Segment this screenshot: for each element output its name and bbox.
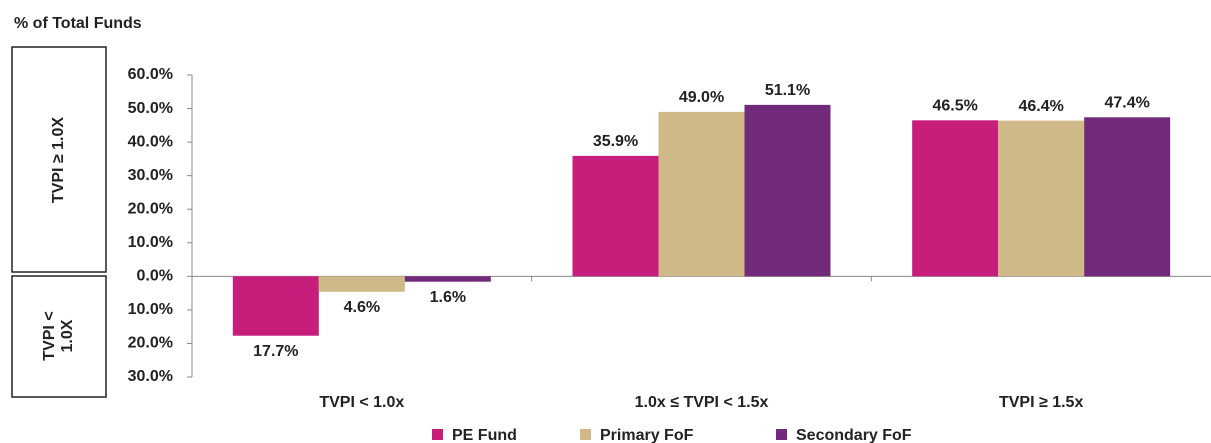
bar: [404, 276, 491, 282]
annotation: TVPI <1.0X: [41, 311, 76, 360]
value-label: 4.6%: [344, 299, 380, 316]
value-label: 49.0%: [679, 89, 724, 106]
y-tick-label: 10.0%: [128, 234, 173, 251]
x-tick-label: 1.0x ≤ TVPI < 1.5x: [635, 394, 769, 411]
bar: [318, 276, 405, 292]
x-tick-label: TVPI < 1.0x: [319, 394, 404, 411]
y-tick-label: 60.0%: [128, 66, 173, 83]
legend-label: Secondary FoF: [796, 427, 912, 443]
x-tick-label: TVPI ≥ 1.5x: [999, 394, 1083, 411]
y-tick-label: 0.0%: [137, 268, 173, 285]
value-label: 1.6%: [430, 289, 466, 306]
legend-swatch: [432, 429, 443, 440]
y-tick-label: 40.0%: [128, 133, 173, 150]
value-label: 47.4%: [1104, 94, 1149, 111]
bar: [1084, 117, 1171, 277]
legend-label: PE Fund: [452, 427, 517, 443]
bar: [232, 276, 319, 336]
value-label: 46.5%: [932, 98, 977, 115]
value-label: 46.4%: [1018, 98, 1063, 115]
value-label: 35.9%: [593, 133, 638, 150]
bar: [658, 111, 745, 277]
y-tick-label: 20.0%: [128, 335, 173, 352]
bar: [998, 120, 1085, 277]
bar: [744, 104, 831, 277]
bar: [912, 120, 999, 277]
bar: [572, 155, 659, 277]
y-tick-label: 30.0%: [128, 368, 173, 385]
legend-swatch: [580, 429, 591, 440]
value-label: 17.7%: [253, 343, 298, 360]
value-label: 51.1%: [765, 82, 810, 99]
annotation-box: [11, 46, 107, 273]
annotation-box: [11, 275, 107, 398]
y-tick-label: 50.0%: [128, 100, 173, 117]
y-tick-label: 10.0%: [128, 301, 173, 318]
annotation: TVPI ≥ 1.0X: [50, 117, 67, 203]
chart-title: % of Total Funds: [14, 15, 142, 32]
legend-swatch: [776, 429, 787, 440]
legend-label: Primary FoF: [600, 427, 694, 443]
y-tick-label: 30.0%: [128, 167, 173, 184]
y-tick-label: 20.0%: [128, 200, 173, 217]
